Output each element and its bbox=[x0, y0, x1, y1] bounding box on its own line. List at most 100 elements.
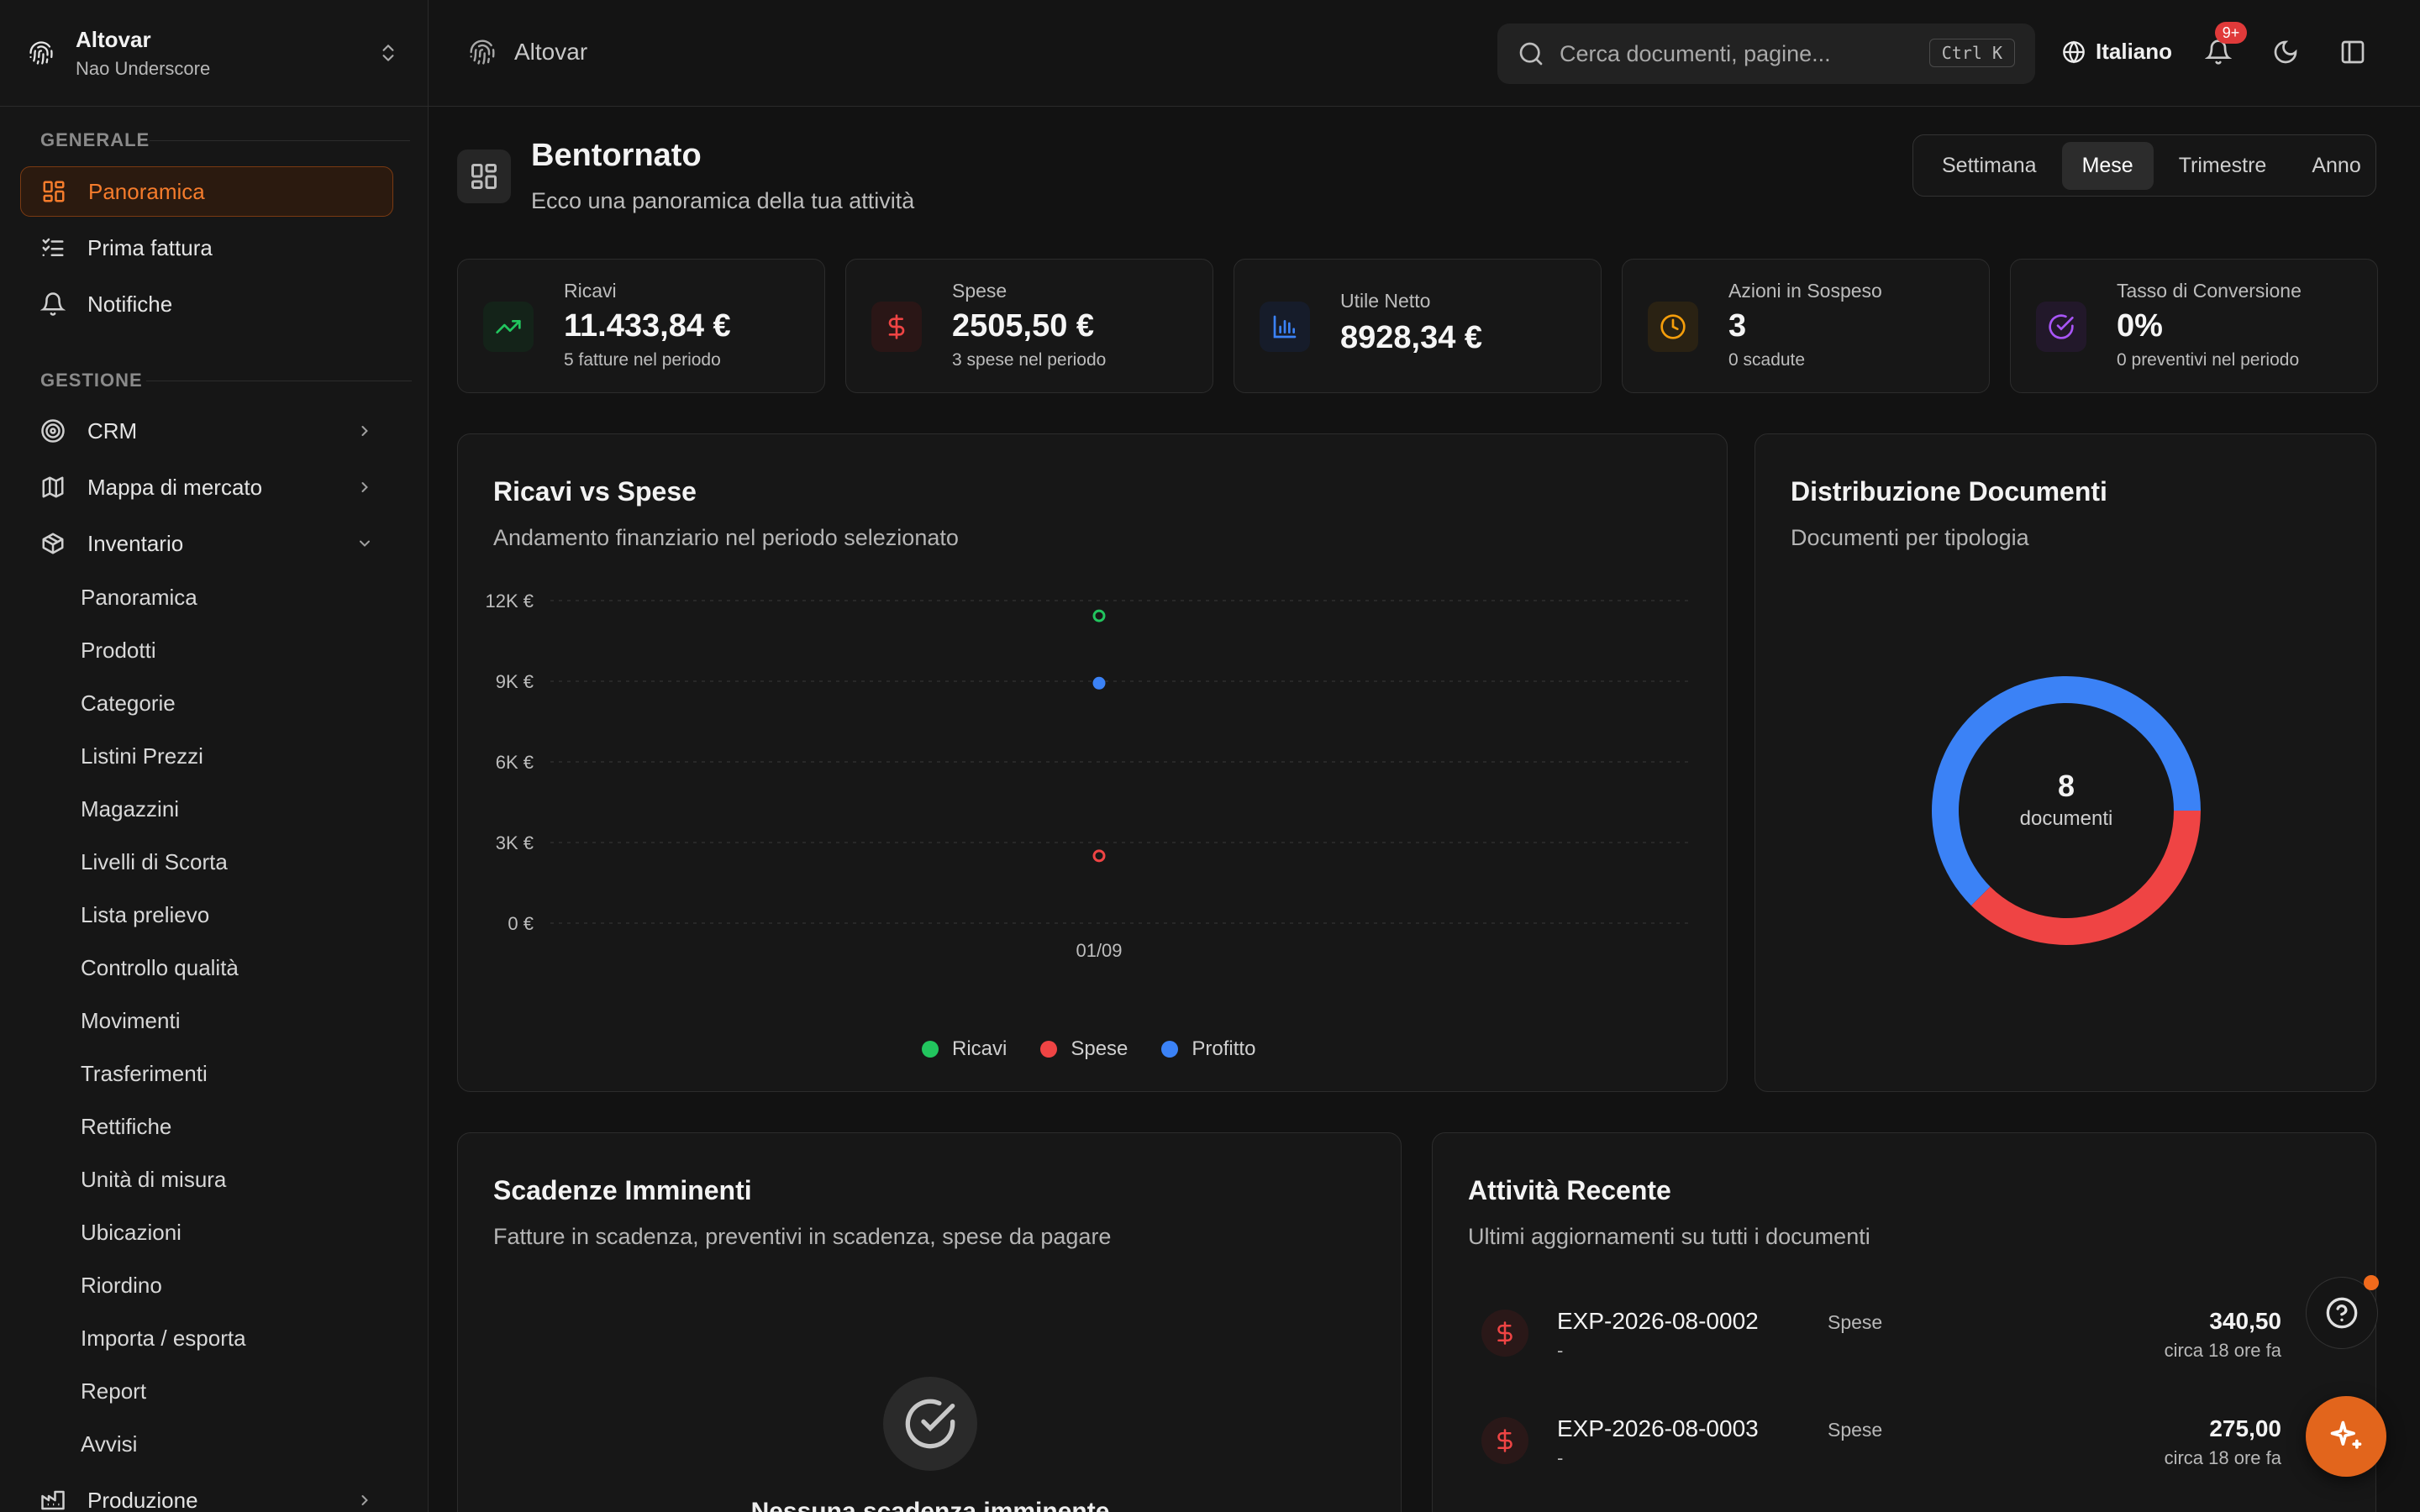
help-indicator-dot bbox=[2364, 1275, 2379, 1290]
card-title: Attività Recente bbox=[1468, 1175, 1671, 1205]
language-label: Italiano bbox=[2096, 39, 2173, 64]
map-icon bbox=[42, 476, 64, 498]
bar-chart-icon bbox=[1273, 315, 1297, 339]
activity-row[interactable]: EXP-2026-08-0003 Spese - 275,00 circa 18… bbox=[1468, 1400, 2342, 1484]
checklist-icon bbox=[42, 238, 64, 256]
inventory-sub-importa-esporta[interactable]: Importa / esporta bbox=[81, 1326, 246, 1351]
dollar-icon bbox=[1497, 1321, 1512, 1345]
language-selector[interactable]: Italiano bbox=[2062, 39, 2172, 65]
legend-item-ricavi[interactable]: Ricavi bbox=[922, 1037, 1007, 1061]
activity-icon-wrap bbox=[1481, 1310, 1528, 1357]
donut-total-label: documenti bbox=[2019, 807, 2113, 830]
inventory-sub-magazzini[interactable]: Magazzini bbox=[81, 796, 180, 822]
kpi-value: 11.433,84 € bbox=[564, 308, 731, 344]
y-tick-label: 12K € bbox=[486, 591, 534, 612]
inventory-sub-livelli-di-scorta[interactable]: Livelli di Scorta bbox=[81, 849, 228, 874]
sidebar-toggle-icon[interactable] bbox=[2339, 39, 2366, 66]
kpi-label: Azioni in Sospeso bbox=[1728, 280, 1882, 302]
check-circle-icon bbox=[2049, 314, 2074, 339]
moon-icon[interactable] bbox=[2272, 39, 2299, 66]
kpi-value: 2505,50 € bbox=[952, 308, 1095, 344]
sidebar-item-notifiche[interactable]: Notifiche bbox=[20, 279, 393, 329]
legend-item-spese[interactable]: Spese bbox=[1040, 1037, 1128, 1061]
donut-total: 8 bbox=[2057, 769, 2075, 803]
help-circle-icon bbox=[2326, 1297, 2358, 1329]
inventory-sub-controllo-qualita[interactable]: Controllo qualità bbox=[81, 955, 239, 980]
inventory-sub-categorie[interactable]: Categorie bbox=[81, 690, 176, 716]
sidebar-item-mappa-di-mercato[interactable]: Mappa di mercato bbox=[20, 462, 393, 512]
inventory-sub-trasferimenti[interactable]: Trasferimenti bbox=[81, 1061, 208, 1086]
kpi-label: Ricavi bbox=[564, 280, 617, 302]
chevrons-up-down-icon bbox=[382, 45, 394, 61]
inventory-sub-listini-prezzi[interactable]: Listini Prezzi bbox=[81, 743, 203, 769]
card-title: Scadenze Imminenti bbox=[493, 1175, 752, 1205]
data-point-spese bbox=[1092, 849, 1106, 863]
activity-row[interactable]: EXP-2026-08-0002 Spese - 340,50 circa 18… bbox=[1468, 1293, 2342, 1377]
recent-activity-card: Attività Recente Ultimi aggiornamenti su… bbox=[1432, 1132, 2376, 1512]
card-subtitle: Documenti per tipologia bbox=[1791, 525, 2029, 550]
activity-type: Spese bbox=[1828, 1311, 1883, 1333]
fingerprint-icon bbox=[470, 39, 495, 65]
sidebar-item-label: Prima fattura bbox=[87, 234, 213, 260]
org-switcher[interactable]: Altovar Nao Underscore bbox=[0, 0, 428, 107]
package-icon bbox=[42, 533, 64, 554]
fingerprint-icon bbox=[29, 41, 53, 65]
notification-badge: 9+ bbox=[2215, 22, 2247, 44]
search-shortcut: Ctrl K bbox=[1928, 39, 2015, 67]
activity-id: EXP-2026-08-0002 bbox=[1557, 1308, 1759, 1334]
kpi-label: Tasso di Conversione bbox=[2117, 280, 2302, 302]
kpi-value: 3 bbox=[1728, 308, 1747, 344]
activity-desc: - bbox=[1557, 1447, 1564, 1468]
inventory-sub-ubicazioni[interactable]: Ubicazioni bbox=[81, 1220, 182, 1245]
period-mese[interactable]: Mese bbox=[2061, 141, 2154, 190]
globe-icon bbox=[2063, 40, 2085, 63]
card-subtitle: Fatture in scadenza, preventivi in scade… bbox=[493, 1224, 1112, 1249]
search-input[interactable]: Cerca documenti, pagine... Ctrl K bbox=[1497, 24, 2035, 84]
chevron-right-icon bbox=[361, 482, 368, 492]
period-trimestre[interactable]: Trimestre bbox=[2178, 153, 2267, 177]
inventory-sub-report[interactable]: Report bbox=[81, 1378, 147, 1404]
sidebar-item-inventario[interactable]: Inventario bbox=[20, 518, 393, 569]
period-settimana[interactable]: Settimana bbox=[1942, 153, 2037, 177]
sidebar-item-label: Notifiche bbox=[87, 291, 173, 317]
kpi-icon-wrap bbox=[1260, 302, 1310, 352]
dollar-icon bbox=[1497, 1429, 1512, 1452]
topbar: Altovar Cerca documenti, pagine... Ctrl … bbox=[429, 0, 2420, 107]
sidebar-item-label: Inventario bbox=[87, 530, 184, 556]
kpi-card-azioni-in-sospeso: Azioni in Sospeso 3 0 scadute bbox=[1622, 259, 1990, 393]
sidebar-item-prima-fattura[interactable]: Prima fattura bbox=[20, 223, 393, 273]
breadcrumb[interactable]: Altovar bbox=[469, 39, 587, 66]
inventory-sub-unita-di-misura[interactable]: Unità di misura bbox=[81, 1167, 227, 1192]
kpi-sub: 5 fatture nel periodo bbox=[564, 350, 721, 370]
kpi-label: Utile Netto bbox=[1340, 290, 1431, 312]
inventory-sub-avvisi[interactable]: Avvisi bbox=[81, 1431, 138, 1457]
kpi-card-utile-netto: Utile Netto 8928,34 € bbox=[1234, 259, 1602, 393]
inventory-sub-riordino[interactable]: Riordino bbox=[81, 1273, 162, 1298]
activity-amount: 340,50 bbox=[2209, 1308, 2281, 1334]
kpi-value: 8928,34 € bbox=[1340, 320, 1483, 355]
activity-time: circa 18 ore fa bbox=[2164, 1340, 2281, 1361]
chart-legend: Ricavi Spese Profitto bbox=[922, 1037, 1255, 1061]
sidebar-item-produzione[interactable]: Produzione bbox=[20, 1475, 393, 1512]
legend-item-profitto[interactable]: Profitto bbox=[1161, 1037, 1255, 1061]
bell-icon[interactable] bbox=[2205, 39, 2232, 66]
deadlines-card: Scadenze Imminenti Fatture in scadenza, … bbox=[457, 1132, 1402, 1512]
section-generale: GENERALE bbox=[40, 129, 410, 151]
inventory-sub-lista-prelievo[interactable]: Lista prelievo bbox=[81, 902, 210, 927]
sidebar-item-panoramica[interactable]: Panoramica bbox=[20, 166, 393, 217]
search-icon bbox=[1519, 42, 1543, 66]
inventory-sub-movimenti[interactable]: Movimenti bbox=[81, 1008, 181, 1033]
inventory-sub-rettifiche[interactable]: Rettifiche bbox=[81, 1114, 172, 1139]
sidebar-item-crm[interactable]: CRM bbox=[20, 406, 393, 456]
ai-assistant-button[interactable] bbox=[2306, 1396, 2386, 1477]
activity-desc: - bbox=[1557, 1340, 1564, 1361]
dashboard-icon bbox=[43, 181, 65, 202]
period-selector: Settimana Mese Trimestre Anno bbox=[1912, 134, 2376, 197]
period-anno[interactable]: Anno bbox=[2312, 153, 2361, 177]
help-button[interactable] bbox=[2306, 1277, 2378, 1349]
card-title: Distribuzione Documenti bbox=[1791, 476, 2107, 507]
inventory-sub-panoramica[interactable]: Panoramica bbox=[81, 585, 197, 610]
search-placeholder: Cerca documenti, pagine... bbox=[1560, 40, 1831, 66]
inventory-sub-prodotti[interactable]: Prodotti bbox=[81, 638, 156, 663]
sparkles-icon bbox=[2330, 1420, 2362, 1449]
